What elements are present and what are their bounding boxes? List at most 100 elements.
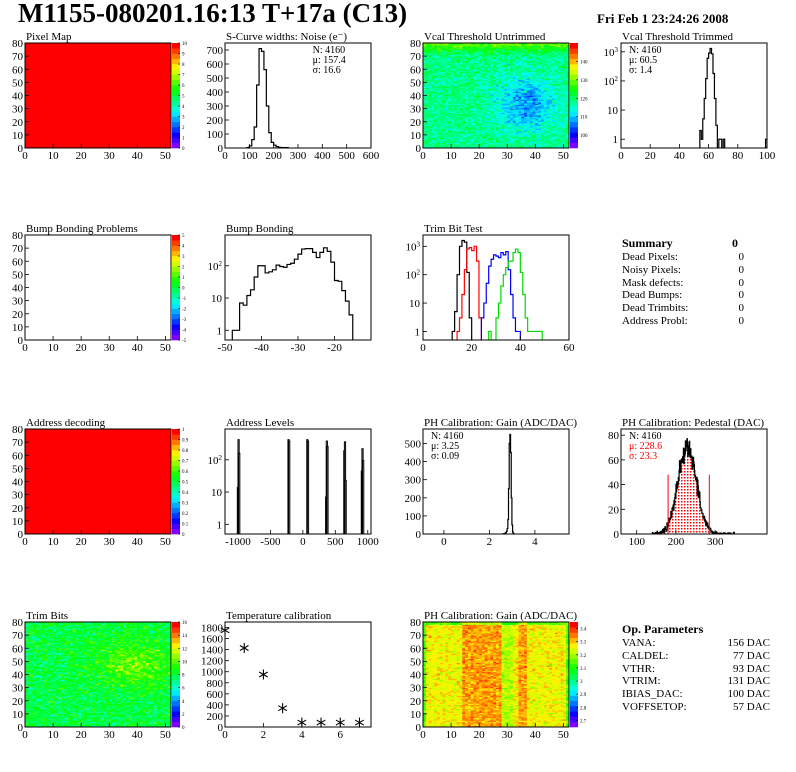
heatmap-cell	[512, 83, 516, 86]
heatmap-cell	[521, 95, 525, 98]
heatmap-cell	[566, 146, 569, 148]
heatmap-cell	[453, 115, 457, 117]
heatmap-cell	[524, 137, 528, 140]
heatmap-cell	[498, 108, 502, 111]
heatmap-cell	[557, 79, 561, 82]
heatmap-cell	[451, 95, 455, 98]
heatmap-cell	[546, 54, 550, 57]
heatmap-cell	[453, 116, 457, 119]
heatmap-cell	[445, 137, 449, 140]
heatmap-cell	[448, 144, 452, 146]
heatmap-cell	[459, 62, 463, 65]
heatmap-cell	[557, 91, 561, 94]
heatmap-cell	[27, 723, 31, 725]
heatmap-cell	[431, 71, 435, 74]
heatmap-cell	[434, 111, 438, 113]
heatmap-cell	[437, 43, 441, 45]
heatmap-cell	[538, 125, 542, 128]
heatmap-cell	[515, 92, 519, 95]
heatmap-cell	[459, 109, 463, 112]
heatmap-cell	[36, 671, 40, 674]
heatmap-cell	[498, 140, 502, 142]
heatmap-cell	[501, 115, 505, 117]
heatmap-cell	[467, 74, 472, 77]
heatmap-cell	[459, 60, 463, 62]
heatmap-cell	[552, 134, 556, 137]
heatmap-cell	[526, 146, 530, 148]
x-tick-label: 50	[160, 342, 172, 354]
heatmap-cell	[437, 82, 441, 84]
colorbar-tick-label: -5	[182, 339, 187, 344]
heatmap-cell	[30, 656, 34, 658]
heatmap-cell	[479, 57, 483, 60]
heatmap-cell	[25, 688, 29, 691]
heatmap-cell	[529, 99, 533, 102]
heatmap-cell	[465, 138, 469, 141]
x-tick-label: 1000	[357, 536, 380, 548]
heatmap-cell	[448, 98, 452, 100]
heatmap-cell	[496, 85, 500, 87]
heatmap-cell	[425, 115, 429, 117]
heatmap-cell	[437, 49, 441, 52]
heatmap-cell	[518, 109, 522, 112]
heatmap-cell	[25, 645, 29, 648]
heatmap-cell	[484, 125, 488, 128]
heatmap-cell	[521, 112, 525, 115]
heatmap-cell	[25, 643, 29, 645]
heatmap-cell	[36, 624, 40, 627]
heatmap-cell	[507, 109, 511, 112]
heatmap-cell	[524, 121, 528, 124]
heatmap-cell	[30, 698, 34, 700]
x-tick-label: 60	[564, 342, 576, 354]
heatmap-cell	[33, 703, 37, 705]
heatmap-cell	[448, 90, 452, 92]
heatmap-cell	[431, 129, 435, 132]
heatmap-cell	[549, 43, 553, 45]
heatmap-cell	[39, 711, 43, 713]
heatmap-cell	[33, 709, 37, 712]
heatmap-cell	[445, 138, 449, 141]
heatmap-cell	[566, 67, 569, 70]
heatmap-cell	[27, 664, 31, 666]
heatmap-cell	[484, 52, 488, 54]
heatmap-cell	[566, 83, 569, 86]
heatmap-cell	[467, 128, 472, 130]
heatmap-cell	[526, 137, 530, 140]
heatmap-cell	[540, 137, 545, 140]
heatmap-cell	[428, 62, 432, 65]
heatmap-cell	[504, 85, 508, 87]
heatmap-cell	[425, 77, 429, 79]
heatmap-cell	[487, 121, 491, 124]
heatmap-cell	[501, 129, 505, 132]
heatmap-cell	[434, 146, 438, 148]
heatmap-cell	[549, 69, 553, 71]
heatmap-cell	[493, 61, 497, 63]
heatmap-cell	[512, 104, 516, 107]
heatmap-cell	[423, 65, 427, 67]
heatmap-cell	[490, 133, 494, 136]
heatmap-cell	[498, 134, 502, 137]
x-tick-label: 500	[338, 150, 355, 162]
y-tick-label: 60	[12, 450, 24, 462]
heatmap-cell	[554, 81, 559, 83]
colorbar-tick-label: 0.9	[182, 439, 189, 444]
heatmap-cell	[515, 121, 519, 124]
heatmap-cell	[535, 56, 539, 58]
heatmap-cell	[459, 65, 463, 67]
heatmap-cell	[476, 100, 480, 103]
heatmap-cell	[529, 133, 533, 136]
heatmap-cell	[27, 721, 31, 724]
heatmap-cell	[484, 141, 488, 144]
heatmap-cell	[459, 142, 463, 145]
heatmap-cell	[532, 127, 536, 129]
heatmap-cell	[484, 124, 488, 126]
heatmap-cell	[33, 643, 37, 645]
heatmap-cell	[532, 52, 536, 54]
heatmap-cell	[518, 85, 522, 87]
heatmap-cell	[546, 138, 550, 141]
heatmap-cell	[451, 77, 455, 79]
heatmap-cell	[465, 58, 469, 61]
heatmap-cell	[467, 96, 472, 99]
heatmap-cell	[515, 85, 519, 87]
heatmap-cell	[476, 65, 480, 67]
